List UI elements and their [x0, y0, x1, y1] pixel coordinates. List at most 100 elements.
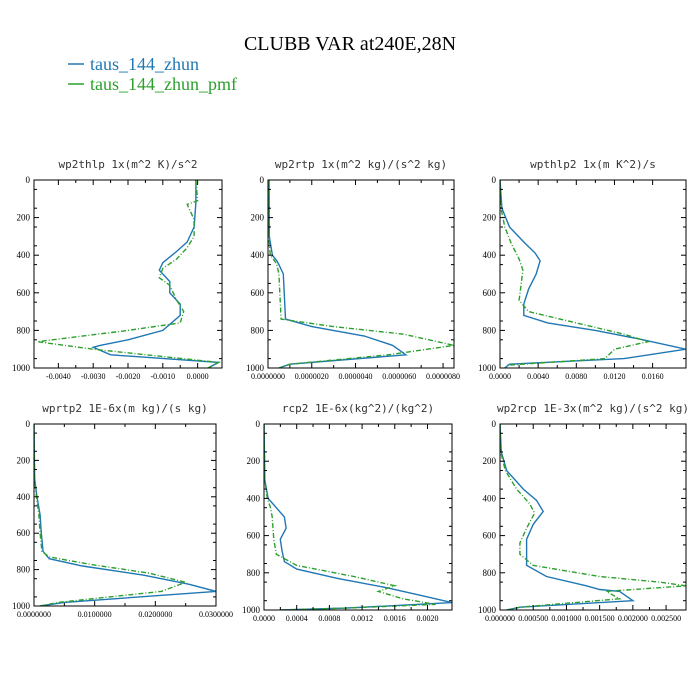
y-tick-label: 400: [483, 493, 497, 503]
y-tick-label: 600: [483, 531, 497, 541]
series-line-zhun: [264, 424, 452, 610]
panel-2: wp2rtp 1x(m^2 kg)/(s^2 kg) 0 200 400 600 800 1…: [246, 158, 460, 381]
panel-6: wp2rcp 1E-3x(m^2 kg)/(s^2 kg)0 200 400 600 8…: [478, 402, 689, 623]
x-tick-label: 0.0300000: [199, 610, 233, 619]
y-tick-label: 0: [26, 419, 31, 429]
x-tick-label: 0.0000020: [295, 372, 329, 381]
x-tick-label: 0.000000: [485, 614, 515, 623]
series-line-zhun-pmf: [264, 424, 436, 610]
figure-title: CLUBB VAR at240E,28N: [244, 33, 456, 55]
x-tick-label: 0.0000: [489, 372, 511, 381]
y-tick-label: 1000: [246, 363, 265, 373]
x-tick-label: 0.0000000: [251, 372, 285, 381]
y-tick-label: 1000: [478, 363, 497, 373]
y-tick-label: 1000: [12, 363, 31, 373]
y-tick-label: 200: [251, 213, 265, 223]
y-tick-label: 1000: [242, 605, 261, 615]
legend-label-2: taus_144_zhun_pmf: [90, 74, 237, 94]
x-tick-label: 0.0008: [318, 614, 340, 623]
x-tick-label: 0.0020: [416, 614, 438, 623]
x-tick-label: 0.0000: [187, 372, 209, 381]
y-tick-label: 800: [251, 325, 265, 335]
plot-frame: [263, 423, 453, 611]
legend-label-1: taus_144_zhun: [90, 54, 199, 74]
y-tick-label: 200: [17, 213, 31, 223]
panel-1: wp2thlp 1x(m^2 K)/s^2 0 200 400 600 800 1000 -0…: [12, 158, 223, 381]
x-tick-label: 0.0200000: [138, 610, 172, 619]
series-line-zhun: [500, 424, 635, 610]
x-tick-label: 0.001500: [585, 614, 615, 623]
y-tick-label: 0: [492, 419, 497, 429]
y-tick-label: 200: [17, 455, 31, 465]
x-tick-label: -0.0010: [150, 372, 175, 381]
x-tick-label: 0.0000040: [339, 372, 373, 381]
series-line-zhun: [268, 180, 408, 368]
panel-title: wprtp2 1E-6x(m kg)/(s kg): [42, 402, 208, 415]
y-tick-label: 400: [17, 492, 31, 502]
series-line-zhun-pmf: [500, 180, 651, 368]
y-tick-label: 400: [483, 250, 497, 260]
y-tick-label: 400: [251, 250, 265, 260]
y-tick-label: 200: [483, 456, 497, 466]
panel-title: wpthlp2 1x(m K^2)/s: [530, 158, 656, 171]
y-tick-label: 600: [483, 288, 497, 298]
x-tick-label: 0.0012: [351, 614, 373, 623]
y-tick-label: 0: [492, 175, 497, 185]
series-line-zhun: [500, 180, 686, 368]
panel-title: wp2thlp 1x(m^2 K)/s^2: [58, 158, 197, 171]
panel-title: wp2rcp 1E-3x(m^2 kg)/(s^2 kg): [497, 402, 689, 415]
plot-frame: [499, 179, 687, 369]
figure-legend: taus_144_zhun taus_144_zhun_pmf: [68, 54, 237, 94]
x-tick-label: 0.0000000: [17, 610, 51, 619]
y-tick-label: 600: [251, 288, 265, 298]
x-tick-label: 0.002000: [618, 614, 648, 623]
panel-5: rcp2 1E-6x(kg^2)/(kg^2) 0 200 400 600 800 1000…: [242, 402, 453, 623]
x-tick-label: 0.0004: [286, 614, 308, 623]
series-line-zhun: [91, 180, 221, 368]
x-tick-label: 0.000500: [518, 614, 548, 623]
panel-4: wprtp2 1E-6x(m kg)/(s kg) 0 200 400 600 800 10…: [12, 402, 233, 619]
y-tick-label: 800: [17, 325, 31, 335]
y-tick-label: 1000: [12, 601, 31, 611]
x-tick-label: 0.002500: [651, 614, 681, 623]
y-tick-label: 800: [483, 568, 497, 578]
y-tick-label: 600: [247, 531, 261, 541]
y-tick-label: 400: [247, 493, 261, 503]
y-tick-label: 800: [247, 568, 261, 578]
x-tick-label: 0.0000060: [382, 372, 416, 381]
x-tick-label: 0.0000: [253, 614, 275, 623]
panel-title: rcp2 1E-6x(kg^2)/(kg^2): [282, 402, 434, 415]
x-tick-label: 0.0160: [642, 372, 664, 381]
series-line-zhun: [34, 424, 216, 606]
y-tick-label: 0: [256, 419, 261, 429]
panel-3: wpthlp2 1x(m K^2)/s020040060080010000.00…: [478, 158, 687, 381]
y-tick-label: 600: [17, 288, 31, 298]
series-line-zhun-pmf: [37, 180, 221, 368]
x-tick-label: -0.0040: [46, 372, 71, 381]
plot-frame: [499, 423, 687, 611]
series-line-zhun-pmf: [268, 180, 454, 368]
y-tick-label: 200: [483, 213, 497, 223]
y-tick-label: 600: [17, 528, 31, 538]
x-tick-label: 0.0000080: [426, 372, 460, 381]
x-tick-label: 0.0016: [384, 614, 406, 623]
plot-frame: [267, 179, 455, 369]
panel-title: wp2rtp 1x(m^2 kg)/(s^2 kg): [275, 158, 447, 171]
y-tick-label: 0: [26, 175, 31, 185]
x-tick-label: 0.001000: [551, 614, 581, 623]
y-tick-label: 800: [17, 565, 31, 575]
y-tick-label: 400: [17, 250, 31, 260]
plot-frame: [33, 423, 217, 607]
y-tick-label: 0: [260, 175, 265, 185]
x-tick-label: 0.0080: [565, 372, 587, 381]
y-tick-label: 800: [483, 325, 497, 335]
x-tick-label: -0.0030: [81, 372, 106, 381]
x-tick-label: 0.0040: [527, 372, 549, 381]
y-tick-label: 1000: [478, 605, 497, 615]
series-line-zhun-pmf: [500, 424, 686, 610]
y-tick-label: 200: [247, 456, 261, 466]
x-tick-label: 0.0120: [603, 372, 625, 381]
x-tick-label: -0.0020: [116, 372, 141, 381]
x-tick-label: 0.0100000: [78, 610, 112, 619]
